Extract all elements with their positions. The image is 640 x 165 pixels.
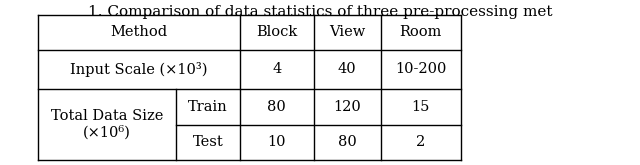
Text: 10: 10	[268, 135, 286, 149]
Text: 40: 40	[338, 62, 356, 76]
Text: Input Scale (×10³): Input Scale (×10³)	[70, 62, 208, 77]
Text: Room: Room	[399, 25, 442, 39]
Text: Total Data Size
(×10⁶): Total Data Size (×10⁶)	[51, 109, 163, 140]
Text: 120: 120	[333, 100, 361, 114]
Text: Block: Block	[256, 25, 298, 39]
Text: 1. Comparison of data statistics of three pre-processing met: 1. Comparison of data statistics of thre…	[88, 5, 552, 19]
Text: 10-200: 10-200	[395, 62, 447, 76]
Text: View: View	[329, 25, 365, 39]
Text: 2: 2	[416, 135, 426, 149]
Text: 80: 80	[338, 135, 356, 149]
Text: 4: 4	[272, 62, 282, 76]
Text: Train: Train	[188, 100, 228, 114]
Text: Test: Test	[193, 135, 223, 149]
Text: 15: 15	[412, 100, 430, 114]
Text: 80: 80	[268, 100, 286, 114]
Text: Method: Method	[111, 25, 168, 39]
